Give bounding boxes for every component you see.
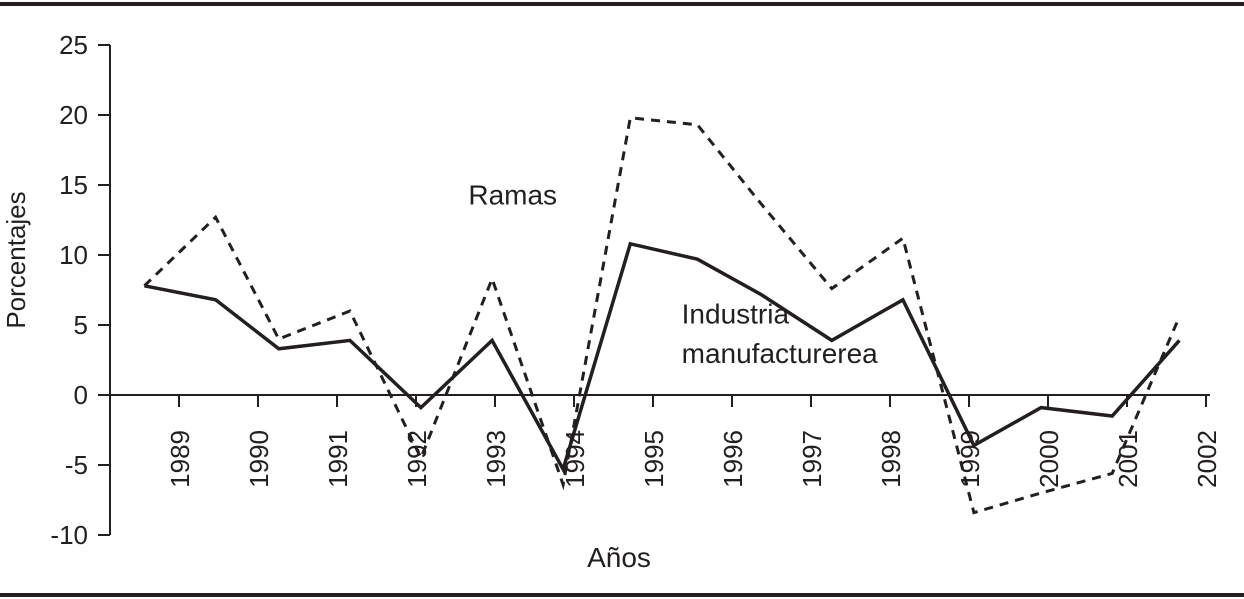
y-axis-title: Porcentajes — [1, 191, 31, 328]
x-tick-label: 1993 — [481, 430, 511, 488]
y-tick-label: 0 — [74, 380, 88, 410]
y-tick-label: 10 — [59, 240, 88, 270]
x-axis-title: Años — [587, 542, 651, 573]
labels-layer: Ramas Industria manufacturerea — [468, 180, 878, 369]
series-line-industria — [144, 241, 1181, 474]
y-tick-label: -10 — [50, 520, 88, 550]
y-tick-label: 5 — [74, 310, 88, 340]
series-layer — [143, 116, 1181, 515]
series-annotation: Industria — [682, 299, 790, 330]
x-tick-label: 1992 — [402, 430, 432, 488]
series-line-ramas — [143, 116, 1181, 515]
x-tick-label: 1991 — [323, 430, 353, 488]
x-tick-label: 1998 — [876, 430, 906, 488]
y-tick-label: 15 — [59, 170, 88, 200]
y-tick-label: -5 — [65, 450, 88, 480]
x-tick-label: 1989 — [165, 430, 195, 488]
y-tick-label: 20 — [59, 100, 88, 130]
x-tick-label: 1997 — [797, 430, 827, 488]
x-tick-label: 2002 — [1192, 430, 1222, 488]
series-annotation: Ramas — [468, 180, 557, 211]
x-tick-label: 1996 — [718, 430, 748, 488]
x-tick-label: 1990 — [244, 430, 274, 488]
x-tick-label: 1995 — [639, 430, 669, 488]
series-annotation: manufacturerea — [682, 338, 879, 369]
y-tick-label: 25 — [59, 30, 88, 60]
x-tick-label: 2000 — [1034, 430, 1064, 488]
